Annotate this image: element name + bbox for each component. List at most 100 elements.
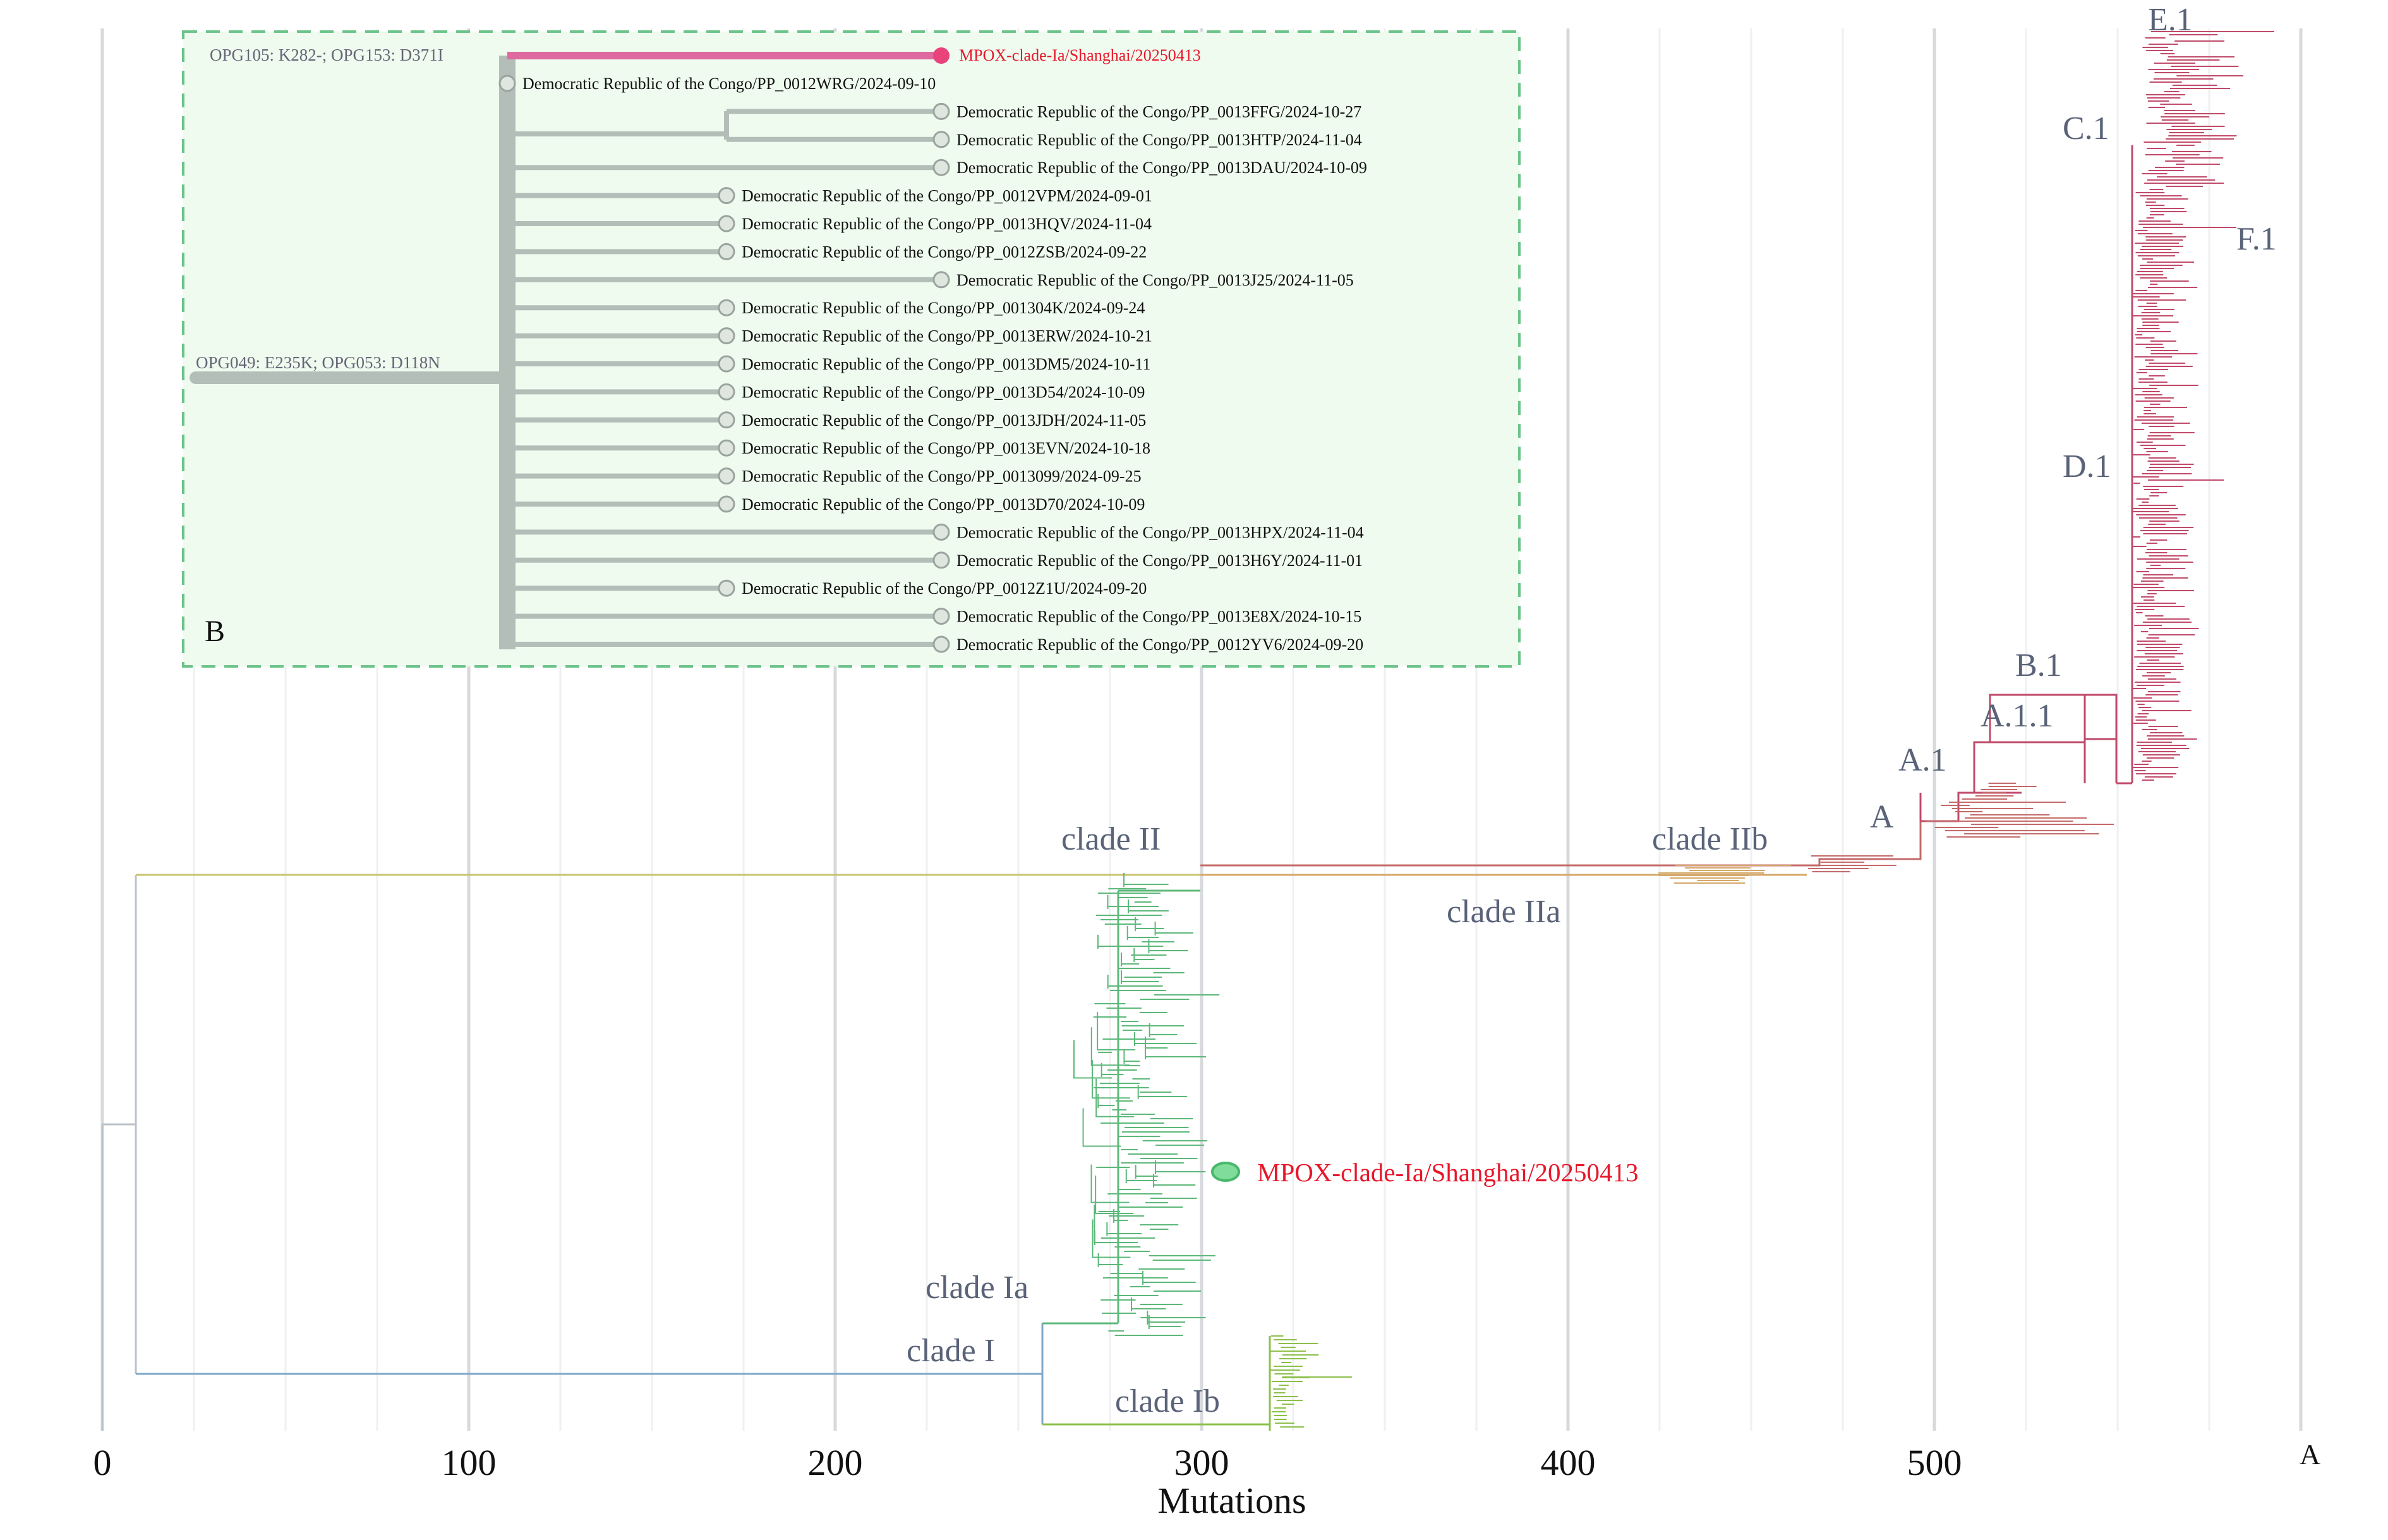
clade-iia-tips: [1658, 865, 1792, 884]
inset-tip-label: Democratic Republic of the Congo/PP_0013…: [956, 102, 1361, 121]
panel-letter-b: B: [205, 615, 225, 648]
inset-tip-node: [718, 467, 735, 485]
clade-ia-tips: [1073, 873, 1220, 1336]
inner-branch: [1090, 1164, 1130, 1203]
inner-branch: [1073, 1040, 1113, 1079]
inset-root-branch-label: OPG049: E235K; OPG053: D118N: [196, 353, 440, 372]
inset-tip-label: Democratic Republic of the Congo/PP_0012…: [956, 635, 1363, 654]
inset-tip-label: Democratic Republic of the Congo/PP_0012…: [742, 243, 1147, 261]
root-branch: [101, 875, 137, 1431]
clade-i-branch: [136, 1323, 1044, 1424]
long-tip: [2148, 31, 2274, 481]
inset-panel: MPOX-clade-Ia/Shanghai/20250413 Democrati…: [182, 30, 1521, 668]
inset-tip-label: Democratic Republic of the Congo/PP_0013…: [742, 299, 1145, 317]
highlight-marker[interactable]: [1211, 1162, 1240, 1182]
inset-tip-node: [718, 439, 735, 457]
inset-tip-label: Democratic Republic of the Congo/PP_0013…: [956, 523, 1364, 541]
label-lineage-e1: E.1: [2148, 2, 2193, 38]
clade-iib-tips: [1808, 783, 2114, 872]
x-axis: 0 100 200 300 400 500: [93, 1433, 2312, 1483]
label-clade-i: clade I: [907, 1333, 995, 1369]
lineage-b1-tips: [2132, 31, 2274, 781]
inset-tip-node: [718, 299, 735, 316]
inset-tip-node: [718, 579, 735, 597]
x-tick-label: 100: [442, 1442, 497, 1483]
lineage-b1-branch: [1989, 694, 2118, 783]
inset-tip-label: Democratic Republic of the Congo/PP_0013…: [742, 327, 1152, 346]
inset-tip-label: Democratic Republic of the Congo/PP_0013…: [956, 159, 1367, 177]
inner-branch: [1095, 1078, 1135, 1117]
inset-tip-node: [718, 495, 735, 513]
inset-tip-node: [498, 75, 516, 92]
label-lineage-a11: A.1.1: [1981, 698, 2054, 734]
clade-labels: clade II clade IIb clade IIa clade Ia cl…: [907, 2, 2277, 1419]
inset-tip-node: [932, 271, 950, 289]
inset-tip-label: Democratic Republic of the Congo/PP_0013…: [956, 551, 1363, 570]
highlight-label: MPOX-clade-Ia/Shanghai/20250413: [1257, 1158, 1639, 1187]
inset-tip-label: Democratic Republic of the Congo/PP_0013…: [742, 439, 1150, 457]
inset-tip-node: [718, 187, 735, 205]
lineage-b1-trunk: [2116, 145, 2133, 785]
inset-tip-node: [718, 383, 735, 400]
label-clade-ii: clade II: [1061, 821, 1161, 857]
label-lineage-c1: C.1: [2063, 111, 2109, 147]
inset-tip-node: [718, 215, 735, 232]
clade-ib-tips: [1269, 1335, 1352, 1431]
inset-tip-label: Democratic Republic of the Congo/PP_0013…: [956, 131, 1362, 149]
inset-tip-node: [718, 243, 735, 260]
label-clade-ib: clade Ib: [1115, 1383, 1220, 1419]
inset-tip-label: Democratic Republic of the Congo/PP_0012…: [522, 75, 936, 93]
inset-tip-label: Democratic Republic of the Congo/PP_0013…: [742, 495, 1145, 514]
inset-tip-node: [718, 355, 735, 373]
inset-highlight-label: MPOX-clade-Ia/Shanghai/20250413: [959, 46, 1201, 64]
label-lineage-b1: B.1: [2015, 647, 2062, 683]
inset-tip-node: [718, 411, 735, 429]
inset-highlight-tip: [933, 47, 950, 64]
inset-tip-node: [932, 131, 950, 148]
label-lineage-a1: A.1: [1898, 742, 1947, 778]
inset-tip-node: [932, 635, 950, 653]
inset-tip-node: [718, 327, 735, 345]
x-axis-label: Mutations: [1157, 1480, 1306, 1521]
panel-letter-a: A: [2300, 1438, 2320, 1471]
inset-tip-label: Democratic Republic of the Congo/PP_0012…: [742, 579, 1147, 598]
inner-branch: [1095, 1175, 1134, 1214]
inset-tip-label: Democratic Republic of the Congo/PP_0013…: [742, 467, 1142, 486]
label-lineage-a: A: [1870, 799, 1894, 835]
x-tick-label: 400: [1541, 1442, 1596, 1483]
x-tick-label: 0: [93, 1442, 112, 1483]
label-clade-iib: clade IIb: [1652, 821, 1768, 857]
inset-tip-label: Democratic Republic of the Congo/PP_0013…: [742, 355, 1151, 373]
label-lineage-d1: D.1: [2063, 448, 2111, 484]
inset-tree: MPOX-clade-Ia/Shanghai/20250413 Democrati…: [190, 46, 1367, 654]
clade-iib-branch: [1200, 821, 1922, 867]
label-clade-ia: clade Ia: [926, 1270, 1028, 1306]
inner-branch: [1092, 1219, 1131, 1258]
label-lineage-f1: F.1: [2236, 221, 2277, 257]
inset-tip-node: [932, 523, 950, 541]
inner-branch: [1091, 1060, 1130, 1099]
inner-branch: [1094, 1205, 1133, 1244]
inset-tip-node: [932, 102, 950, 120]
inset-subclade: [507, 111, 729, 140]
clade-ia-trunk: [1117, 889, 1200, 1323]
inner-branch: [1090, 1027, 1130, 1066]
x-tick-label: 200: [808, 1442, 863, 1483]
inset-tip-label: Democratic Republic of the Congo/PP_0013…: [742, 215, 1152, 233]
inner-branch: [1097, 1011, 1136, 1050]
label-clade-iia: clade IIa: [1447, 894, 1560, 930]
inset-tip-node: [932, 551, 950, 569]
inset-branch-label: OPG105: K282-; OPG153: D371I: [210, 45, 443, 64]
inset-tip-label: Democratic Republic of the Congo/PP_0013…: [956, 608, 1361, 626]
main-tree: [101, 31, 2274, 1431]
inset-frame: [182, 30, 1521, 668]
inset-tip-label: Democratic Republic of the Congo/PP_0012…: [742, 187, 1152, 205]
inset-tip-label: Democratic Republic of the Congo/PP_0013…: [742, 411, 1146, 430]
lineage-a11-branch: [1973, 741, 2085, 793]
x-tick-label: 500: [1907, 1442, 1962, 1483]
inset-tip-label: Democratic Republic of the Congo/PP_0013…: [742, 383, 1145, 401]
inset-tip-node: [932, 608, 950, 625]
x-tick-label: 300: [1174, 1442, 1229, 1483]
inset-tip-node: [932, 159, 950, 176]
